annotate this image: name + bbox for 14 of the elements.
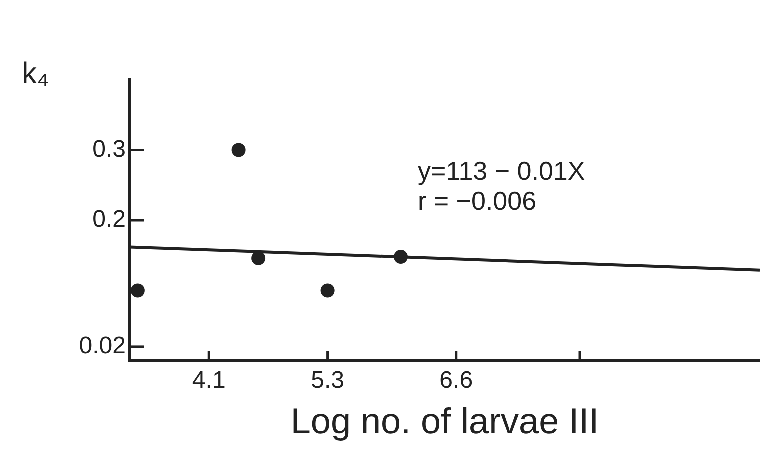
point [130, 284, 145, 298]
point [394, 250, 408, 264]
y-tick-label: 0.2 [92, 206, 126, 234]
point [232, 143, 246, 158]
point [252, 251, 266, 266]
y-axis-title: k₄ [22, 57, 50, 90]
y-tick-label: 0.3 [92, 136, 126, 163]
x-tick-label: 5.3 [311, 367, 344, 394]
x-tick-label: 4.1 [192, 367, 226, 394]
x-axis-title: Log no. of larvae III [290, 400, 600, 442]
annotation: y=113 − 0.01X r = −0.006 [418, 156, 586, 216]
y-tick-label: 0.02 [79, 332, 126, 360]
point [320, 284, 335, 298]
x-tick-label: 6.6 [440, 367, 474, 394]
